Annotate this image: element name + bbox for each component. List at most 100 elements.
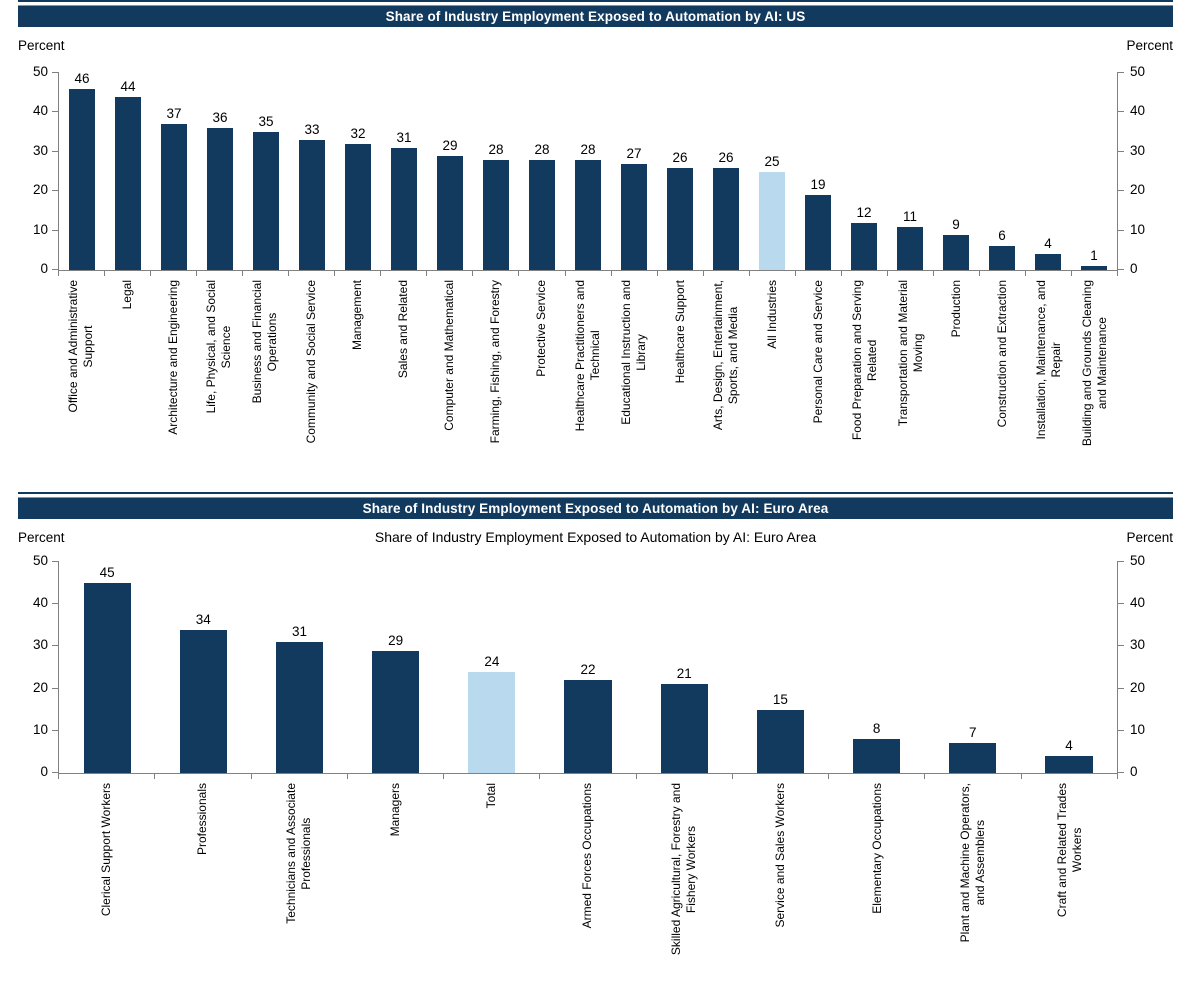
bar — [179, 629, 227, 773]
x-category-slot: Healthcare Practitioners and Technical — [565, 280, 611, 486]
bar — [949, 743, 997, 773]
bar-value-label: 45 — [99, 565, 115, 581]
bar-slot: 12 — [841, 72, 887, 270]
bar — [1045, 756, 1093, 773]
x-category-slot: Technicians and Associate Professionals — [251, 783, 347, 994]
x-category-slot: Office and Administrative Support — [58, 280, 104, 486]
x-category-label: Management — [350, 280, 365, 351]
bar-value-label: 4 — [1044, 236, 1052, 252]
x-axis-tick-strip — [58, 271, 1119, 276]
x-category-slot: Production — [934, 280, 980, 486]
bar-value-label: 31 — [291, 624, 307, 640]
bar-slot: 26 — [703, 72, 749, 270]
x-category-label: Production — [949, 280, 964, 338]
x-tick-mark — [427, 271, 474, 276]
x-tick-mark — [888, 271, 934, 276]
x-category-slot: Armed Forces Occupations — [540, 783, 636, 994]
x-category-label: Life, Physical, and Social Science — [204, 280, 234, 414]
bar-slot: 1 — [1071, 72, 1117, 270]
x-category-label: Technicians and Associate Professionals — [283, 783, 313, 924]
bar-value-label: 22 — [580, 662, 596, 678]
y-tick-mark — [1118, 603, 1124, 605]
x-tick-mark — [934, 271, 980, 276]
x-category-label: Computer and Mathematical — [442, 280, 457, 431]
y-tick-label: 40 — [1130, 595, 1146, 611]
bar — [575, 159, 601, 270]
x-category-label: Plant and Machine Operators, and Assembl… — [958, 783, 988, 943]
bar — [943, 234, 969, 270]
chart-inner-title: Share of Industry Employment Exposed to … — [374, 529, 817, 545]
bar-slot: 8 — [829, 561, 925, 773]
x-tick-mark — [59, 774, 156, 779]
bar-slot: 27 — [611, 72, 657, 270]
x-category-label: Professionals — [195, 783, 210, 856]
bar — [1035, 254, 1061, 270]
y-tick-mark — [1118, 111, 1124, 113]
bar-value-label: 27 — [626, 145, 642, 161]
bar-value-label: 6 — [998, 228, 1006, 244]
bar — [299, 139, 325, 270]
x-tick-mark — [829, 774, 926, 779]
x-category-label: Building and Grounds Cleaning and Mainte… — [1080, 280, 1110, 447]
bar — [989, 246, 1015, 270]
chart-title-bar: Share of Industry Employment Exposed to … — [18, 5, 1173, 27]
bar — [345, 143, 371, 270]
y-tick-mark — [52, 687, 58, 689]
bar-value-label: 7 — [969, 725, 977, 741]
x-category-slot: Arts, Design, Entertainment, Sports, and… — [703, 280, 749, 486]
bar — [851, 222, 877, 270]
x-category-label: Service and Sales Workers — [773, 783, 788, 928]
bar — [897, 226, 923, 270]
bar-value-label: 25 — [764, 153, 780, 169]
y-tick-mark — [1118, 687, 1124, 689]
bar — [713, 167, 739, 270]
y-tick-label: 0 — [1130, 261, 1138, 276]
x-category-label: Armed Forces Occupations — [580, 783, 595, 929]
x-category-label: Managers — [387, 783, 402, 837]
y-tick-mark — [52, 772, 58, 773]
x-category-label: Skilled Agricultural, Forestry and Fishe… — [669, 783, 699, 956]
x-tick-mark — [1022, 774, 1118, 779]
bar-value-label: 11 — [902, 208, 917, 224]
x-tick-mark — [289, 271, 336, 276]
x-category-label: Legal — [119, 280, 134, 310]
x-category-label: Healthcare Practitioners and Technical — [573, 280, 603, 432]
x-tick-mark — [59, 271, 106, 276]
bar-slot: 7 — [925, 561, 1021, 773]
y-tick-mark — [1118, 269, 1124, 270]
y-tick-label: 0 — [40, 261, 48, 276]
bar-value-label: 28 — [534, 141, 550, 157]
bar-slot: 35 — [243, 72, 289, 270]
y-axis-unit-label-right: Percent — [1126, 529, 1173, 545]
x-category-label: Installation, Maintenance, and Repair — [1034, 280, 1064, 440]
bar-value-label: 29 — [442, 137, 458, 153]
x-category-slot: Farming, Fishing, and Forestry — [473, 280, 519, 486]
x-tick-mark — [197, 271, 244, 276]
y-tick-mark — [1118, 190, 1124, 192]
x-category-slot: Skilled Agricultural, Forestry and Fishe… — [636, 783, 732, 994]
x-category-label: Construction and Extraction — [995, 280, 1010, 428]
chart-title: Share of Industry Employment Exposed to … — [385, 9, 806, 24]
y-tick-label: 50 — [32, 553, 48, 568]
x-category-slot: Construction and Extraction — [980, 280, 1026, 486]
bar-value-label: 29 — [388, 632, 404, 648]
bar-value-label: 31 — [396, 129, 412, 145]
bar-slot: 9 — [933, 72, 979, 270]
y-tick-mark — [52, 729, 58, 731]
bar-value-label: 46 — [74, 70, 90, 86]
x-tick-mark — [980, 271, 1026, 276]
bar-slot: 26 — [657, 72, 703, 270]
us-chart: Share of Industry Employment Exposed to … — [0, 0, 1200, 486]
plot-area: 46 44 37 36 35 33 32 31 29 28 28 28 27 26 26 25 19 12 11 9 6… — [58, 70, 1118, 271]
x-category-slot: Craft and Related Trades Workers — [1022, 783, 1118, 994]
bar — [372, 650, 420, 773]
bar-slot: 11 — [887, 72, 933, 270]
axis-unit-row: Percent Share of Industry Employment Exp… — [18, 527, 1173, 547]
bar-value-label: 19 — [810, 177, 826, 193]
bar-value-label: 12 — [856, 204, 872, 220]
x-tick-mark — [540, 774, 637, 779]
y-tick-label: 40 — [32, 595, 48, 611]
y-tick-mark — [1118, 645, 1124, 647]
bar-slot: 28 — [565, 72, 611, 270]
y-tick-label: 30 — [32, 142, 48, 158]
